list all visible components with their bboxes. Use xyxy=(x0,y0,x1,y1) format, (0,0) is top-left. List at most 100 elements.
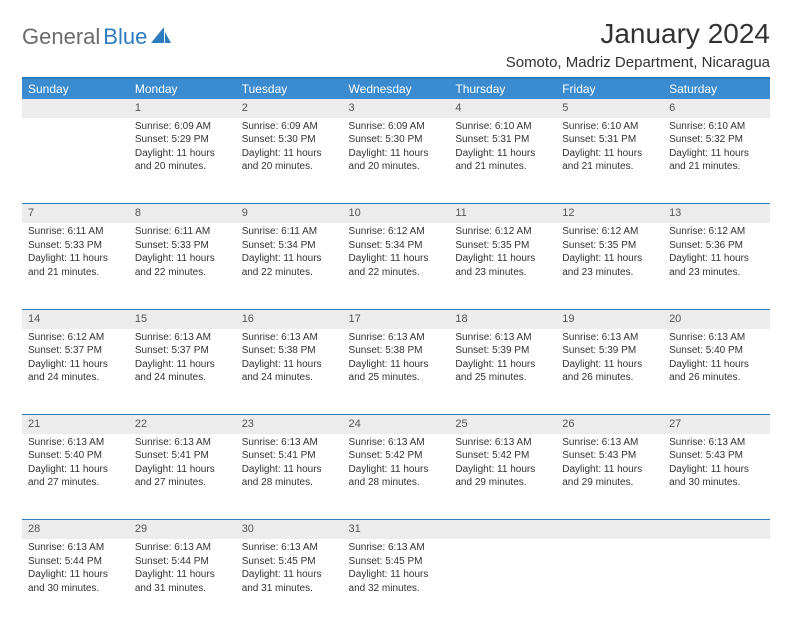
brand-word1: General xyxy=(22,24,100,50)
daylight-text: Daylight: 11 hours and 26 minutes. xyxy=(669,358,764,385)
day-number: 7 xyxy=(22,204,129,223)
day-number-row: 21222324252627 xyxy=(22,415,770,434)
day-cell xyxy=(556,539,663,625)
sunrise-text: Sunrise: 6:12 AM xyxy=(28,331,123,345)
header: GeneralBlue January 2024 Somoto, Madriz … xyxy=(22,18,770,71)
sunrise-text: Sunrise: 6:12 AM xyxy=(455,225,550,239)
day-cell xyxy=(449,539,556,625)
daylight-text: Daylight: 11 hours and 20 minutes. xyxy=(135,147,230,174)
day-cell: Sunrise: 6:11 AMSunset: 5:33 PMDaylight:… xyxy=(129,223,236,309)
day-number: 24 xyxy=(343,415,450,434)
sunset-text: Sunset: 5:32 PM xyxy=(669,133,764,147)
daylight-text: Daylight: 11 hours and 27 minutes. xyxy=(28,463,123,490)
title-block: January 2024 Somoto, Madriz Department, … xyxy=(506,18,770,71)
day-cell: Sunrise: 6:11 AMSunset: 5:34 PMDaylight:… xyxy=(236,223,343,309)
day-cell: Sunrise: 6:13 AMSunset: 5:37 PMDaylight:… xyxy=(129,329,236,415)
day-number: 9 xyxy=(236,204,343,223)
page-title: January 2024 xyxy=(506,18,770,50)
day-number: 14 xyxy=(22,309,129,328)
sunset-text: Sunset: 5:44 PM xyxy=(28,555,123,569)
day-cell: Sunrise: 6:09 AMSunset: 5:30 PMDaylight:… xyxy=(343,118,450,204)
sunrise-text: Sunrise: 6:13 AM xyxy=(242,541,337,555)
day-cell: Sunrise: 6:13 AMSunset: 5:42 PMDaylight:… xyxy=(343,434,450,520)
sunset-text: Sunset: 5:31 PM xyxy=(562,133,657,147)
day-cell: Sunrise: 6:13 AMSunset: 5:44 PMDaylight:… xyxy=(129,539,236,625)
day-number: 19 xyxy=(556,309,663,328)
weekday-header: Thursday xyxy=(449,78,556,99)
daylight-text: Daylight: 11 hours and 26 minutes. xyxy=(562,358,657,385)
day-number xyxy=(22,99,129,118)
day-number: 3 xyxy=(343,99,450,118)
sunrise-text: Sunrise: 6:13 AM xyxy=(349,331,444,345)
day-number: 1 xyxy=(129,99,236,118)
day-number xyxy=(449,520,556,539)
day-cell: Sunrise: 6:13 AMSunset: 5:40 PMDaylight:… xyxy=(663,329,770,415)
location-text: Somoto, Madriz Department, Nicaragua xyxy=(506,54,770,71)
day-number: 25 xyxy=(449,415,556,434)
sunset-text: Sunset: 5:39 PM xyxy=(562,344,657,358)
day-number: 23 xyxy=(236,415,343,434)
daylight-text: Daylight: 11 hours and 21 minutes. xyxy=(669,147,764,174)
day-number: 29 xyxy=(129,520,236,539)
sunset-text: Sunset: 5:30 PM xyxy=(242,133,337,147)
day-cell: Sunrise: 6:09 AMSunset: 5:29 PMDaylight:… xyxy=(129,118,236,204)
sunrise-text: Sunrise: 6:10 AM xyxy=(669,120,764,134)
daylight-text: Daylight: 11 hours and 20 minutes. xyxy=(242,147,337,174)
day-number-row: 14151617181920 xyxy=(22,309,770,328)
sunset-text: Sunset: 5:38 PM xyxy=(242,344,337,358)
daylight-text: Daylight: 11 hours and 31 minutes. xyxy=(242,568,337,595)
weekday-header: Wednesday xyxy=(343,78,450,99)
day-content-row: Sunrise: 6:12 AMSunset: 5:37 PMDaylight:… xyxy=(22,329,770,415)
sunset-text: Sunset: 5:33 PM xyxy=(28,239,123,253)
weekday-header: Friday xyxy=(556,78,663,99)
day-cell: Sunrise: 6:13 AMSunset: 5:38 PMDaylight:… xyxy=(343,329,450,415)
sunset-text: Sunset: 5:44 PM xyxy=(135,555,230,569)
day-number: 6 xyxy=(663,99,770,118)
day-cell: Sunrise: 6:12 AMSunset: 5:35 PMDaylight:… xyxy=(449,223,556,309)
day-number: 13 xyxy=(663,204,770,223)
sunset-text: Sunset: 5:31 PM xyxy=(455,133,550,147)
sunrise-text: Sunrise: 6:13 AM xyxy=(349,541,444,555)
day-cell: Sunrise: 6:10 AMSunset: 5:32 PMDaylight:… xyxy=(663,118,770,204)
weekday-header: Monday xyxy=(129,78,236,99)
day-number: 27 xyxy=(663,415,770,434)
day-cell: Sunrise: 6:13 AMSunset: 5:44 PMDaylight:… xyxy=(22,539,129,625)
day-cell: Sunrise: 6:13 AMSunset: 5:40 PMDaylight:… xyxy=(22,434,129,520)
sunrise-text: Sunrise: 6:13 AM xyxy=(455,331,550,345)
day-number: 8 xyxy=(129,204,236,223)
daylight-text: Daylight: 11 hours and 23 minutes. xyxy=(562,252,657,279)
sunrise-text: Sunrise: 6:13 AM xyxy=(562,436,657,450)
sunset-text: Sunset: 5:36 PM xyxy=(669,239,764,253)
daylight-text: Daylight: 11 hours and 21 minutes. xyxy=(562,147,657,174)
sunset-text: Sunset: 5:42 PM xyxy=(349,449,444,463)
day-number: 15 xyxy=(129,309,236,328)
daylight-text: Daylight: 11 hours and 22 minutes. xyxy=(242,252,337,279)
day-cell: Sunrise: 6:13 AMSunset: 5:42 PMDaylight:… xyxy=(449,434,556,520)
sunset-text: Sunset: 5:41 PM xyxy=(242,449,337,463)
sunrise-text: Sunrise: 6:10 AM xyxy=(455,120,550,134)
day-cell: Sunrise: 6:10 AMSunset: 5:31 PMDaylight:… xyxy=(556,118,663,204)
sunrise-text: Sunrise: 6:13 AM xyxy=(349,436,444,450)
sunset-text: Sunset: 5:43 PM xyxy=(669,449,764,463)
daylight-text: Daylight: 11 hours and 22 minutes. xyxy=(135,252,230,279)
sunset-text: Sunset: 5:33 PM xyxy=(135,239,230,253)
day-number: 21 xyxy=(22,415,129,434)
day-cell: Sunrise: 6:13 AMSunset: 5:43 PMDaylight:… xyxy=(556,434,663,520)
day-cell: Sunrise: 6:13 AMSunset: 5:39 PMDaylight:… xyxy=(556,329,663,415)
weekday-header-row: Sunday Monday Tuesday Wednesday Thursday… xyxy=(22,78,770,99)
sunset-text: Sunset: 5:38 PM xyxy=(349,344,444,358)
day-cell: Sunrise: 6:12 AMSunset: 5:37 PMDaylight:… xyxy=(22,329,129,415)
day-cell: Sunrise: 6:11 AMSunset: 5:33 PMDaylight:… xyxy=(22,223,129,309)
day-number: 2 xyxy=(236,99,343,118)
day-number-row: 123456 xyxy=(22,99,770,118)
day-number xyxy=(556,520,663,539)
daylight-text: Daylight: 11 hours and 29 minutes. xyxy=(455,463,550,490)
sunset-text: Sunset: 5:35 PM xyxy=(455,239,550,253)
sunset-text: Sunset: 5:39 PM xyxy=(455,344,550,358)
weekday-header: Sunday xyxy=(22,78,129,99)
day-number: 5 xyxy=(556,99,663,118)
day-cell: Sunrise: 6:12 AMSunset: 5:36 PMDaylight:… xyxy=(663,223,770,309)
day-cell: Sunrise: 6:13 AMSunset: 5:45 PMDaylight:… xyxy=(236,539,343,625)
day-content-row: Sunrise: 6:13 AM Sunset: 5:44 PM Daylight:… xyxy=(22,539,770,625)
sunrise-text: Sunrise: 6:11 AM xyxy=(135,225,230,239)
